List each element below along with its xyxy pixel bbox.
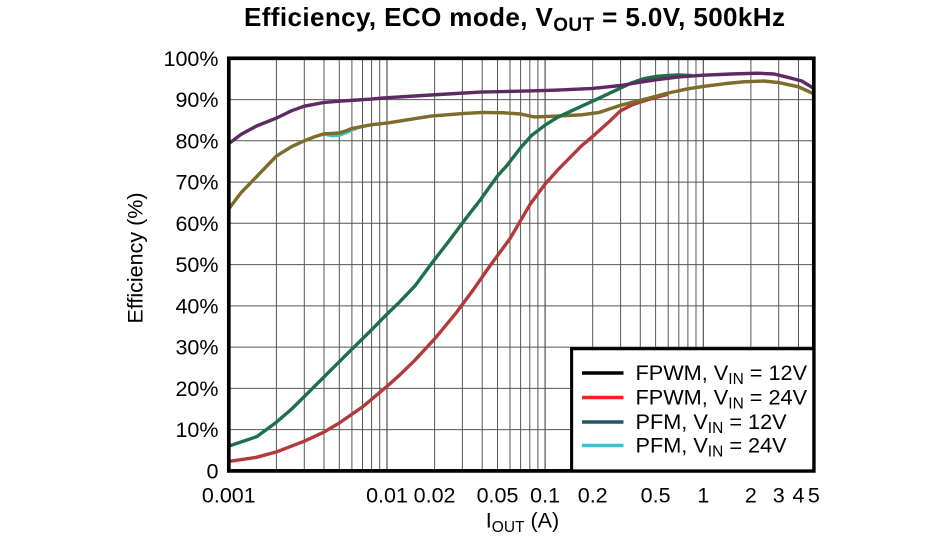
svg-text:0.001: 0.001 <box>202 484 256 508</box>
svg-text:0.01: 0.01 <box>366 484 408 508</box>
svg-text:PFM, VIN = 12V: PFM, VIN = 12V <box>636 409 788 437</box>
svg-text:5: 5 <box>808 484 820 508</box>
svg-text:30%: 30% <box>175 336 218 360</box>
svg-text:50%: 50% <box>175 253 218 277</box>
svg-text:1: 1 <box>697 484 709 508</box>
svg-text:IOUT (A): IOUT (A) <box>486 509 559 537</box>
svg-text:0.5: 0.5 <box>641 484 671 508</box>
svg-text:0.1: 0.1 <box>530 484 560 508</box>
svg-text:Efficiency (%): Efficiency (%) <box>124 192 148 323</box>
svg-text:20%: 20% <box>175 377 218 401</box>
svg-text:60%: 60% <box>175 212 218 236</box>
svg-text:70%: 70% <box>175 171 218 195</box>
svg-text:FPWM, VIN = 12V: FPWM, VIN = 12V <box>636 360 808 388</box>
svg-text:4: 4 <box>793 484 805 508</box>
svg-text:0: 0 <box>207 460 219 484</box>
svg-text:90%: 90% <box>175 88 218 112</box>
svg-text:100%: 100% <box>164 47 219 71</box>
svg-text:FPWM, VIN = 24V: FPWM, VIN = 24V <box>636 385 808 413</box>
svg-text:Efficiency, ECO mode, VOUT = 5: Efficiency, ECO mode, VOUT = 5.0V, 500kH… <box>244 2 785 36</box>
svg-text:PFM, VIN = 24V: PFM, VIN = 24V <box>636 433 788 461</box>
svg-text:80%: 80% <box>175 129 218 153</box>
svg-text:2: 2 <box>745 484 757 508</box>
svg-text:0.05: 0.05 <box>477 484 519 508</box>
svg-text:0.02: 0.02 <box>414 484 456 508</box>
svg-text:3: 3 <box>773 484 785 508</box>
svg-text:10%: 10% <box>175 418 218 442</box>
svg-text:0.2: 0.2 <box>578 484 608 508</box>
svg-text:40%: 40% <box>175 295 218 319</box>
